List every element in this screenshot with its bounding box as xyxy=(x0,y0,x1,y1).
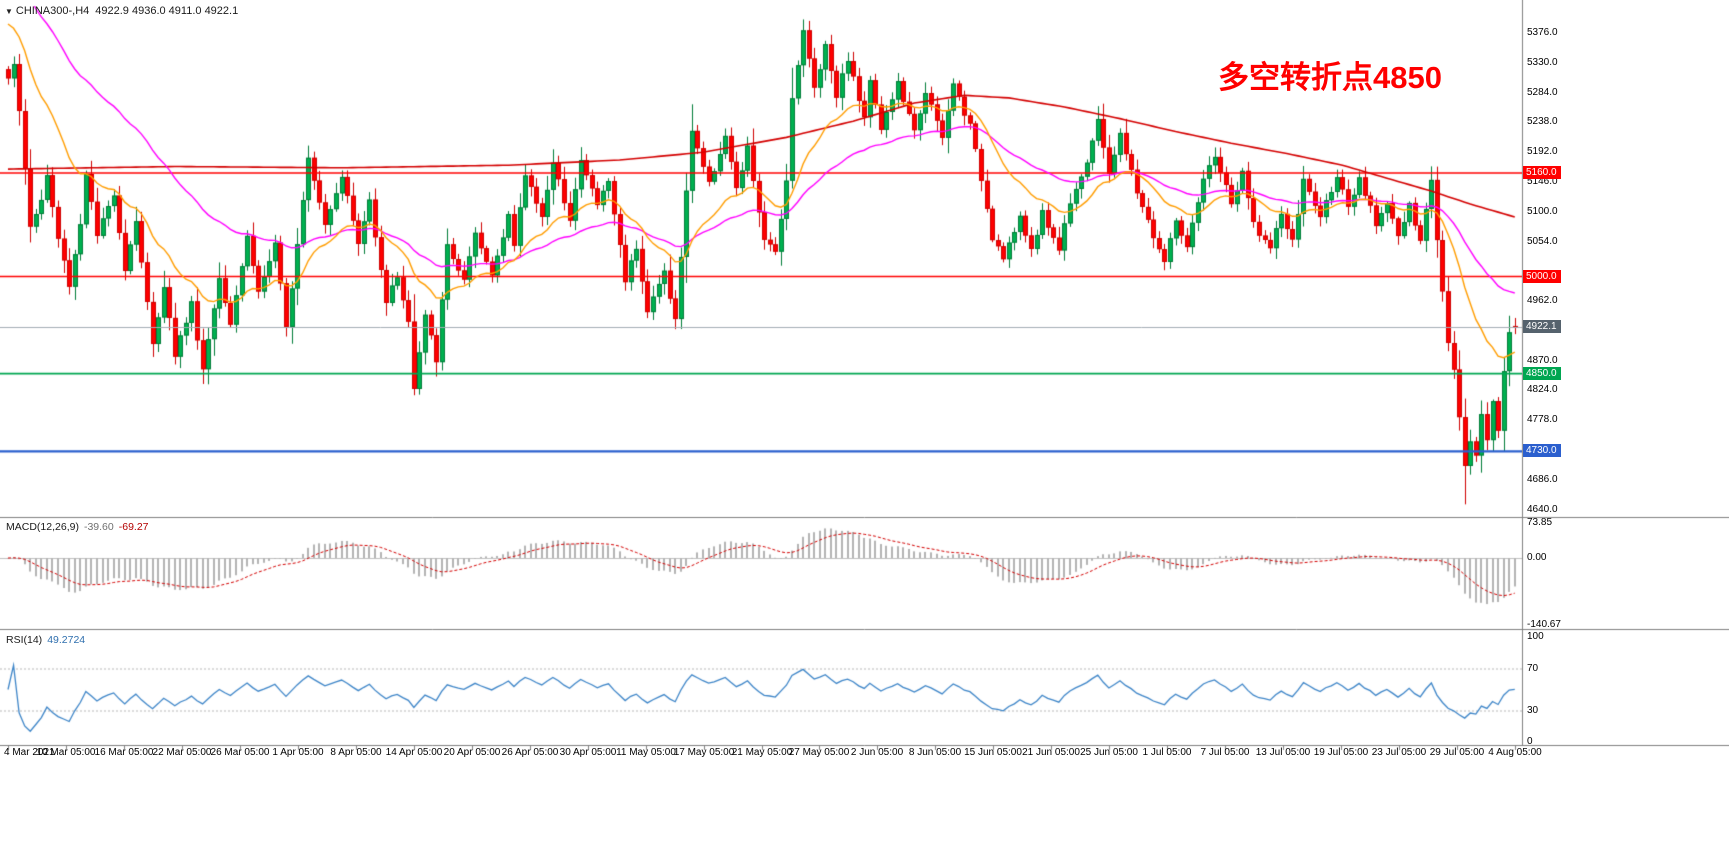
time-tick-label: 23 Jul 05:00 xyxy=(1371,747,1427,758)
rsi-value: 49.2724 xyxy=(47,634,86,646)
time-tick-label: 26 Mar 05:00 xyxy=(210,747,270,758)
time-axis: 4 Mar 2021 10 Mar 05:00 16 Mar 05:00 22 Mar… xyxy=(0,747,1729,761)
time-tick-label: 11 May 05:00 xyxy=(616,747,676,758)
time-tick-label: 8 Jun 05:00 xyxy=(908,747,962,758)
time-tick-label: 20 Apr 05:00 xyxy=(443,747,501,758)
time-tick-label: 8 Apr 05:00 xyxy=(330,747,382,758)
time-tick-label: 16 Mar 05:00 xyxy=(94,747,154,758)
macd-signal-value: -69.27 xyxy=(118,521,149,533)
time-tick-label: 10 Mar 05:00 xyxy=(36,747,96,758)
symbol-timeframe-label: CHINA300-,H4 xyxy=(15,5,90,17)
time-tick-label: 19 Jul 05:00 xyxy=(1313,747,1369,758)
time-tick-label: 27 May 05:00 xyxy=(788,747,850,758)
time-tick-label: 29 Jul 05:00 xyxy=(1429,747,1485,758)
time-tick-label: 1 Apr 05:00 xyxy=(272,747,324,758)
rsi-indicator-label: RSI(14) xyxy=(6,634,43,646)
time-tick-label: 21 May 05:00 xyxy=(731,747,793,758)
time-tick-label: 22 Mar 05:00 xyxy=(152,747,212,758)
time-tick-label: 26 Apr 05:00 xyxy=(501,747,559,758)
time-tick-label: 2 Jun 05:00 xyxy=(850,747,904,758)
chart-canvas[interactable] xyxy=(0,0,1729,762)
time-tick-label: 4 Aug 05:00 xyxy=(1488,747,1542,758)
time-tick-label: 14 Apr 05:00 xyxy=(385,747,443,758)
symbol-dropdown-icon[interactable]: ▼ xyxy=(5,7,13,16)
chart-header: ▼ CHINA300-,H4 4922.9 4936.0 4911.0 4922.1 xyxy=(5,5,238,17)
time-tick-label: 15 Jun 05:00 xyxy=(964,747,1022,758)
rsi-indicator-header: RSI(14) 49.2724 xyxy=(6,634,85,646)
time-tick-label: 4 Mar 2021 xyxy=(4,747,55,758)
time-tick-label: 13 Jul 05:00 xyxy=(1255,747,1311,758)
ohlc-values: 4922.9 4936.0 4911.0 4922.1 xyxy=(95,5,239,17)
macd-indicator-label: MACD(12,26,9) xyxy=(6,521,79,533)
time-tick-label: 25 Jun 05:00 xyxy=(1080,747,1138,758)
time-tick-label: 21 Jun 05:00 xyxy=(1022,747,1080,758)
time-tick-label: 30 Apr 05:00 xyxy=(559,747,617,758)
time-tick-label: 7 Jul 05:00 xyxy=(1200,747,1250,758)
macd-main-value: -39.60 xyxy=(83,521,114,533)
turning-point-annotation: 多空转折点4850 xyxy=(1218,60,1442,95)
macd-indicator-header: MACD(12,26,9) -39.60 -69.27 xyxy=(6,521,149,533)
time-tick-label: 1 Jul 05:00 xyxy=(1142,747,1192,758)
time-tick-label: 17 May 05:00 xyxy=(673,747,735,758)
